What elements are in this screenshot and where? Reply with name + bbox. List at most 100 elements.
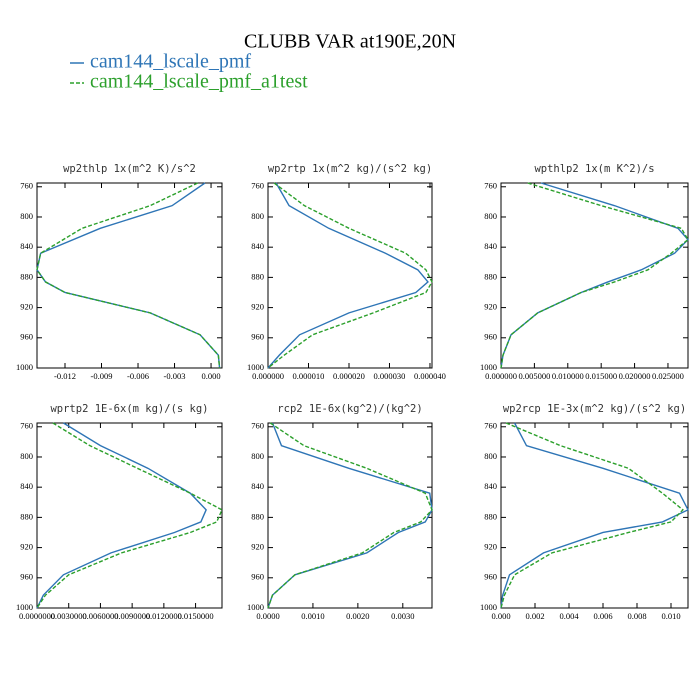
x-tick-label: 0.0020 xyxy=(346,611,369,621)
profile-line xyxy=(36,422,207,609)
y-tick-label: 800 xyxy=(20,211,33,221)
y-tick-label: 840 xyxy=(20,241,33,251)
y-tick-label: 1000 xyxy=(16,362,33,372)
legend-label: cam144_lscale_pmf xyxy=(90,51,251,73)
y-tick-label: 880 xyxy=(484,271,497,281)
profile-line xyxy=(500,422,689,609)
legend-label: cam144_lscale_pmf_a1test xyxy=(90,71,308,93)
y-tick-label: 760 xyxy=(20,421,33,431)
x-tick-label: 0.004 xyxy=(559,611,579,621)
y-tick-label: 800 xyxy=(484,211,497,221)
y-tick-label: 840 xyxy=(484,481,497,491)
x-tick-label: 0.020000 xyxy=(619,371,651,381)
y-tick-label: 1000 xyxy=(247,362,264,372)
y-tick-label: 920 xyxy=(20,542,33,552)
y-tick-label: 960 xyxy=(251,572,264,582)
y-tick-label: 840 xyxy=(484,241,497,251)
x-tick-label: 0.0000 xyxy=(256,611,279,621)
y-tick-label: 840 xyxy=(251,241,264,251)
profile-line xyxy=(267,422,433,609)
panel-title: wp2rcp 1E-3x(m^2 kg)/(s^2 kg) xyxy=(503,403,686,415)
x-tick-label: 0.000000 xyxy=(252,371,284,381)
x-tick-label: 0.0030000 xyxy=(51,611,87,621)
y-tick-label: 760 xyxy=(20,181,33,191)
x-tick-label: -0.012 xyxy=(54,371,76,381)
y-tick-label: 880 xyxy=(251,511,264,521)
profile-line xyxy=(500,182,689,369)
plot-frame xyxy=(267,422,433,609)
y-tick-label: 920 xyxy=(20,302,33,312)
y-tick-label: 1000 xyxy=(480,602,497,612)
x-tick-label: -0.003 xyxy=(164,371,186,381)
x-tick-label: 0.000020 xyxy=(333,371,365,381)
x-tick-label: 0.010 xyxy=(661,611,680,621)
y-tick-label: 880 xyxy=(20,271,33,281)
y-tick-label: 920 xyxy=(484,542,497,552)
profile-line xyxy=(267,182,429,369)
x-tick-label: 0.0090000 xyxy=(114,611,150,621)
plot-frame xyxy=(36,422,223,609)
x-tick-label: 0.0030 xyxy=(391,611,414,621)
plot-frame xyxy=(500,422,689,609)
x-tick-label: 0.008 xyxy=(627,611,646,621)
plot-frame xyxy=(500,182,689,369)
plot-frame xyxy=(267,182,433,369)
y-tick-label: 760 xyxy=(484,181,497,191)
y-tick-label: 920 xyxy=(484,302,497,312)
y-tick-label: 960 xyxy=(20,332,33,342)
x-tick-label: -0.006 xyxy=(127,371,149,381)
y-tick-label: 1000 xyxy=(247,602,264,612)
y-tick-label: 920 xyxy=(251,542,264,552)
y-tick-label: 800 xyxy=(20,451,33,461)
x-tick-label: 0.0150000 xyxy=(178,611,214,621)
panel-title: wprtp2 1E-6x(m kg)/(s kg) xyxy=(50,403,208,415)
y-tick-label: 1000 xyxy=(16,602,33,612)
x-tick-label: 0.000 xyxy=(201,371,220,381)
y-tick-label: 960 xyxy=(484,332,497,342)
x-tick-label: 0.0000000 xyxy=(19,611,55,621)
profile-line xyxy=(267,422,433,609)
x-tick-label: -0.009 xyxy=(91,371,113,381)
x-tick-label: 0.006 xyxy=(593,611,612,621)
x-tick-label: 0.015000 xyxy=(585,371,617,381)
panel-title: wpthlp2 1x(m K^2)/s xyxy=(534,163,654,175)
y-tick-label: 800 xyxy=(251,451,264,461)
panel-title: wp2thlp 1x(m^2 K)/s^2 xyxy=(63,163,196,175)
y-tick-label: 840 xyxy=(251,481,264,491)
profile-line xyxy=(36,182,221,369)
y-tick-label: 960 xyxy=(251,332,264,342)
x-tick-label: 0.000 xyxy=(491,611,510,621)
profile-line xyxy=(36,182,221,369)
y-tick-label: 960 xyxy=(484,572,497,582)
y-tick-label: 880 xyxy=(251,271,264,281)
profile-line xyxy=(500,422,684,609)
y-tick-label: 880 xyxy=(484,511,497,521)
panel-title: rcp2 1E-6x(kg^2)/(kg^2) xyxy=(277,403,422,415)
x-tick-label: 0.002 xyxy=(525,611,544,621)
x-tick-label: 0.000010 xyxy=(293,371,325,381)
x-tick-label: 0.000030 xyxy=(374,371,406,381)
x-tick-label: 0.0010 xyxy=(301,611,324,621)
x-tick-label: 0.010000 xyxy=(552,371,584,381)
figure-title: CLUBB VAR at190E,20N xyxy=(244,31,456,53)
panel-title: wp2rtp 1x(m^2 kg)/(s^2 kg) xyxy=(268,163,432,175)
x-tick-label: 0.000000 xyxy=(485,371,517,381)
y-tick-label: 960 xyxy=(20,572,33,582)
x-tick-label: 0.005000 xyxy=(518,371,550,381)
plot-frame xyxy=(36,182,223,369)
y-tick-label: 760 xyxy=(251,421,264,431)
y-tick-label: 800 xyxy=(484,451,497,461)
y-tick-label: 760 xyxy=(484,421,497,431)
y-tick-label: 1000 xyxy=(480,362,497,372)
profile-line xyxy=(36,422,223,609)
x-tick-label: 0.000040 xyxy=(414,371,446,381)
x-tick-label: 0.025000 xyxy=(652,371,684,381)
x-tick-label: 0.0060000 xyxy=(82,611,118,621)
x-tick-label: 0.0120000 xyxy=(146,611,182,621)
y-tick-label: 920 xyxy=(251,302,264,312)
profile-line xyxy=(267,182,433,369)
y-tick-label: 800 xyxy=(251,211,264,221)
y-tick-label: 840 xyxy=(20,481,33,491)
